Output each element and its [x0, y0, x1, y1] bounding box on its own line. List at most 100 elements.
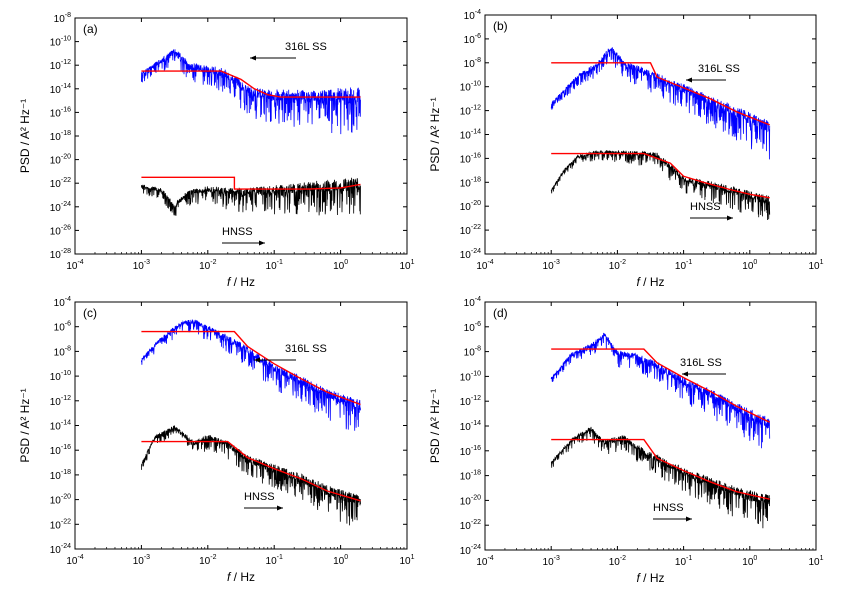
- y-tick-label: 10-4: [464, 296, 481, 309]
- plot-area: [141, 49, 361, 216]
- y-tick-label: 10-18: [50, 130, 71, 143]
- x-tick-label: 10-3: [133, 554, 150, 567]
- y-tick-label: 10-14: [460, 420, 481, 433]
- series-316l-ss-fit: [141, 330, 361, 406]
- x-axis-label: f / Hz: [227, 570, 255, 584]
- y-tick-label: 10-18: [50, 469, 71, 482]
- series-hnss-fit: [141, 440, 361, 502]
- x-tick-label: 10-1: [675, 259, 692, 272]
- y-axis-label: PSD / A² Hz⁻¹: [18, 99, 32, 173]
- annotation-label: HNSS: [653, 502, 684, 514]
- arrow-head: [686, 516, 692, 522]
- annotation-label: 316L SS: [698, 63, 740, 75]
- x-tick-label: 100: [333, 259, 348, 272]
- y-tick-label: 10-4: [54, 296, 71, 309]
- series-hnss-psd: [141, 425, 361, 526]
- y-tick-label: 10-4: [464, 9, 481, 22]
- y-tick-label: 10-14: [50, 420, 71, 433]
- series-hnss-psd: [141, 177, 361, 216]
- panel-label: (d): [493, 306, 508, 320]
- x-tick-label: 10-2: [609, 555, 626, 568]
- y-tick-label: 10-22: [460, 224, 481, 237]
- y-tick-label: 10-14: [50, 83, 71, 96]
- x-axis-label: f / Hz: [227, 275, 255, 289]
- y-tick-label: 10-8: [54, 345, 71, 358]
- y-tick-label: 10-12: [50, 59, 71, 72]
- x-tick-label: 10-4: [66, 554, 83, 567]
- y-tick-label: 10-12: [50, 395, 71, 408]
- series-316l-ss-fit: [551, 348, 771, 423]
- x-tick-label: 10-1: [266, 554, 283, 567]
- x-tick-label: 101: [808, 555, 823, 568]
- panel-d: 10-4 10-3 10-2 10-1 100 101 10-24 10-22 10-20 10-…: [428, 296, 824, 585]
- series-hnss-fit: [141, 176, 361, 190]
- y-tick-label: 10-16: [50, 444, 71, 457]
- y-axis-label: PSD / A² Hz⁻¹: [428, 389, 442, 463]
- y-tick-label: 10-6: [464, 33, 481, 46]
- x-tick-label: 100: [742, 259, 757, 272]
- y-tick-label: 10-16: [460, 152, 481, 165]
- y-tick-label: 10-14: [460, 129, 481, 142]
- plot-frame: [74, 17, 408, 255]
- x-axis-label: f / Hz: [636, 571, 664, 585]
- series-316l-ss-fit: [141, 70, 361, 98]
- x-tick-label: 10-2: [199, 259, 216, 272]
- annotation-label: HNSS: [690, 201, 721, 213]
- y-tick-label: 10-10: [50, 370, 71, 383]
- series-316l-ss-psd: [141, 319, 361, 431]
- x-tick-label: 10-1: [266, 259, 283, 272]
- panel-b: 10-4 10-3 10-2 10-1 100 101 10-24 10-22 10-20 10-…: [428, 9, 824, 289]
- y-tick-label: 10-20: [460, 200, 481, 213]
- panel-c: 10-4 10-3 10-2 10-1 100 101 10-24 10-22 10-20 10-…: [18, 296, 415, 584]
- panel-label: (c): [83, 306, 97, 320]
- x-tick-label: 10-4: [476, 555, 493, 568]
- y-tick-label: 10-20: [460, 494, 481, 507]
- y-tick-label: 10-28: [50, 248, 71, 261]
- arrow-head: [682, 371, 688, 377]
- y-tick-label: 10-10: [50, 36, 71, 49]
- y-tick-label: 10-24: [460, 248, 481, 261]
- x-tick-label: 10-1: [675, 555, 692, 568]
- plot-area: [550, 332, 771, 529]
- y-tick-label: 10-24: [460, 544, 481, 557]
- y-tick-label: 10-8: [464, 57, 481, 70]
- y-tick-label: 10-24: [50, 201, 71, 214]
- x-tick-label: 101: [399, 554, 414, 567]
- series-hnss-fit: [551, 438, 770, 500]
- series-hnss-psd: [550, 149, 771, 221]
- series-hnss-psd: [550, 426, 771, 529]
- arrow-head: [727, 215, 733, 221]
- x-tick-label: 10-2: [609, 259, 626, 272]
- arrow-head: [254, 357, 260, 363]
- y-tick-label: 10-16: [460, 445, 481, 458]
- panel-label: (a): [83, 22, 98, 36]
- arrow-head: [277, 505, 283, 511]
- x-tick-label: 10-4: [66, 259, 83, 272]
- y-tick-label: 10-8: [464, 346, 481, 359]
- y-tick-label: 10-22: [460, 519, 481, 532]
- annotation-label: 316L SS: [285, 41, 327, 53]
- series-316l-ss-fit: [551, 62, 770, 126]
- series-316l-ss-psd: [550, 332, 771, 449]
- annotation-label: HNSS: [222, 226, 253, 238]
- y-tick-label: 10-22: [50, 518, 71, 531]
- plot-area: [550, 47, 771, 221]
- x-tick-label: 101: [808, 259, 823, 272]
- y-tick-label: 10-10: [460, 370, 481, 383]
- y-tick-label: 10-24: [50, 543, 71, 556]
- y-axis-label: PSD / A² Hz⁻¹: [428, 97, 442, 171]
- x-tick-label: 10-3: [543, 555, 560, 568]
- y-tick-label: 10-20: [50, 154, 71, 167]
- y-axis-label: PSD / A² Hz⁻¹: [18, 388, 32, 462]
- x-tick-label: 100: [333, 554, 348, 567]
- x-tick-label: 10-2: [199, 554, 216, 567]
- x-tick-label: 101: [399, 259, 414, 272]
- y-tick-label: 10-12: [460, 395, 481, 408]
- series-hnss-fit: [551, 152, 770, 199]
- y-tick-label: 10-10: [460, 81, 481, 94]
- y-tick-label: 10-6: [54, 321, 71, 334]
- x-tick-label: 10-3: [133, 259, 150, 272]
- annotation-label: HNSS: [244, 491, 275, 503]
- series-316l-ss-psd: [141, 49, 361, 135]
